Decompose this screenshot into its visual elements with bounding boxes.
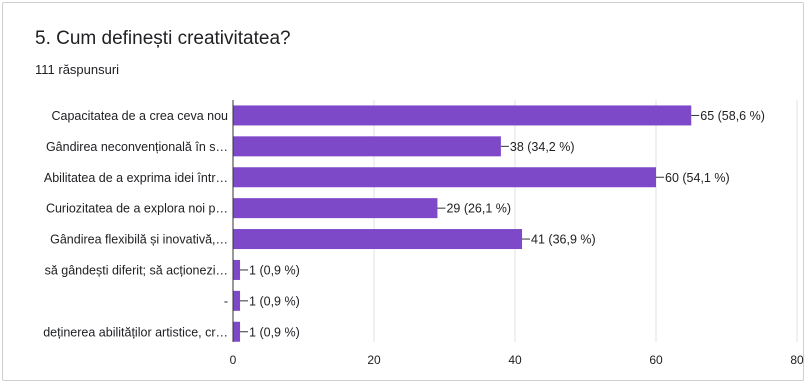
- category-label: Curiozitatea de a explora noi p…: [46, 202, 228, 216]
- question-card: [2, 2, 804, 381]
- category-label: deținerea abilităților artistice, cr…: [43, 325, 228, 339]
- bar: [233, 290, 241, 311]
- data-label: 60 (54,1 %): [665, 171, 730, 185]
- data-label: 38 (34,2 %): [510, 140, 575, 154]
- x-tick-label: 40: [508, 353, 522, 367]
- response-count: 111 răspunsuri: [35, 62, 120, 77]
- question-title: 5. Cum definești creativitatea?: [35, 28, 291, 49]
- category-label: Abilitatea de a exprima idei într…: [44, 171, 228, 185]
- data-label: 65 (58,6 %): [700, 109, 765, 123]
- category-label: Gândirea neconvențională în s…: [46, 140, 228, 154]
- bar: [233, 229, 523, 250]
- x-tick-label: 80: [790, 353, 804, 367]
- bar: [233, 198, 438, 219]
- data-label: 41 (36,9 %): [531, 233, 596, 247]
- category-label: să gândești diferit; să acționezi…: [45, 263, 228, 277]
- bar: [233, 136, 501, 157]
- category-label: Capacitatea de a crea ceva nou: [51, 109, 228, 123]
- data-label: 1 (0,9 %): [249, 325, 300, 339]
- bar: [233, 105, 692, 126]
- category-label: -: [224, 294, 228, 308]
- bar: [233, 167, 656, 188]
- data-label: 1 (0,9 %): [249, 263, 300, 277]
- x-tick-label: 60: [649, 353, 663, 367]
- x-tick-label: 0: [230, 353, 237, 367]
- bar: [233, 259, 241, 280]
- bar: [233, 321, 241, 342]
- data-label: 1 (0,9 %): [249, 294, 300, 308]
- data-label: 29 (26,1 %): [446, 202, 511, 216]
- category-label: Gândirea flexibilă și inovativă,…: [50, 233, 228, 247]
- x-tick-label: 20: [367, 353, 381, 367]
